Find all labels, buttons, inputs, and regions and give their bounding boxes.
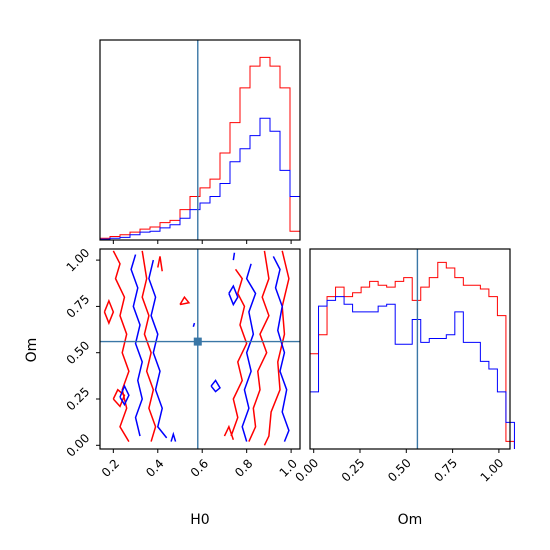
- h0-histogram-frame: [99, 39, 301, 241]
- contour-line-14: [272, 256, 290, 442]
- contour-line-18: [170, 431, 177, 442]
- contour-line-8: [179, 295, 191, 306]
- contour-line-12: [148, 259, 168, 439]
- h0-histogram-series-1: [99, 56, 301, 240]
- om-histogram-frame: [309, 248, 511, 450]
- contour-frame: [99, 248, 301, 450]
- contour-line-6: [103, 298, 115, 326]
- om-y-tick-label-4: 1.00: [64, 246, 93, 275]
- contour-line-10: [223, 424, 235, 440]
- om-y-tick-label-3: 0.75: [64, 292, 93, 321]
- h0-x-tick-label-0: 0.2: [99, 456, 122, 479]
- om-x-tick-label-3: 0.75: [431, 456, 460, 485]
- om-y-tick-label-0: 0.00: [64, 431, 93, 460]
- contour-line-20: [232, 252, 236, 261]
- contour-line-4: [263, 250, 290, 446]
- contour-line-5: [230, 268, 248, 437]
- contour-line-11: [130, 254, 144, 437]
- om-x-tick-label-2: 0.50: [385, 456, 414, 485]
- om-x-tick-label-1: 0.25: [339, 456, 368, 485]
- contour-line-13: [241, 263, 257, 442]
- h0-histogram-series-2: [99, 117, 301, 240]
- contour-lines: [103, 250, 290, 446]
- h0-histogram-panel: [99, 39, 301, 244]
- truth-marker: [193, 337, 202, 346]
- h0-om-contour-panel: 0.2 0.4 0.6 0.8 1.00.000.250.500.751.00: [64, 246, 301, 480]
- contour-line-3: [248, 250, 270, 442]
- om-x-tick-label-0: 0.00: [292, 456, 321, 485]
- om-x-tick-label-4: 1.00: [478, 456, 507, 485]
- h0-x-tick-label-1: 0.4: [143, 456, 166, 479]
- contour-line-15: [228, 284, 239, 307]
- h0-x-tick-label-2: 0.6: [188, 456, 211, 479]
- contour-line-19: [192, 322, 196, 327]
- y-axis-label-om: Om: [24, 338, 40, 363]
- contour-line-1: [112, 250, 130, 442]
- contour-line-9: [157, 256, 163, 272]
- axis-labels: H0 Om Om: [24, 338, 422, 528]
- h0-x-tick-label-3: 0.8: [232, 456, 255, 479]
- om-y-tick-label-2: 0.50: [64, 338, 93, 367]
- contour-line-2: [141, 250, 157, 442]
- om-histogram-panel: 0.00 0.25 0.50 0.75 1.00: [292, 248, 515, 485]
- contour-line-7: [112, 388, 126, 408]
- om-histogram-series-1: [309, 261, 515, 449]
- contour-line-17: [210, 379, 221, 393]
- x-axis-label-om: Om: [398, 512, 423, 528]
- contour-line-16: [119, 384, 130, 407]
- om-y-tick-label-1: 0.25: [64, 385, 93, 414]
- om-histogram-series-2: [309, 296, 515, 449]
- x-axis-label-h0: H0: [190, 512, 209, 528]
